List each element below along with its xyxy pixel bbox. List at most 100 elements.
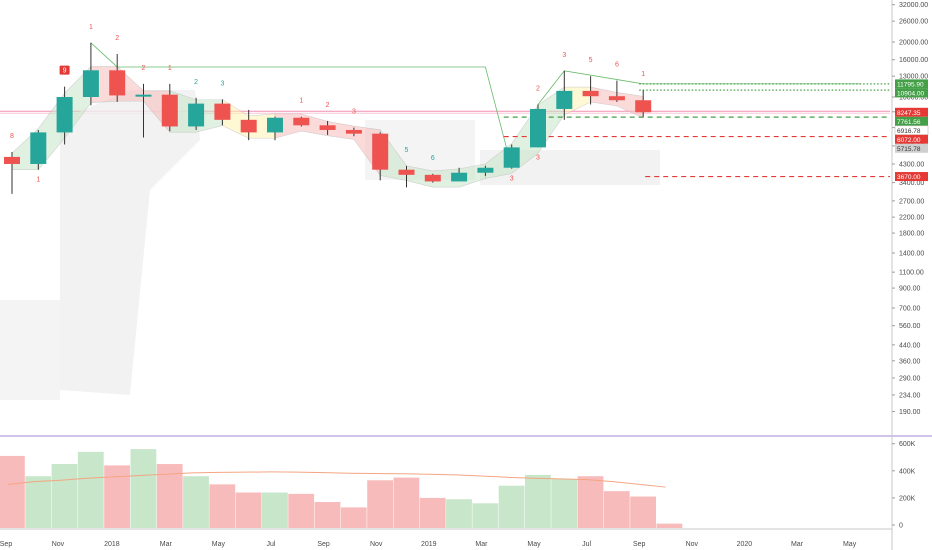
candle-body bbox=[135, 94, 152, 97]
candle-body bbox=[608, 96, 625, 101]
candle bbox=[398, 165, 415, 188]
volume-bar bbox=[104, 465, 130, 528]
time-tick-label: 2018 bbox=[104, 541, 120, 548]
candle-body bbox=[477, 167, 494, 173]
time-tick-label: Jul bbox=[582, 541, 591, 548]
volume-bar bbox=[0, 455, 25, 528]
volume-bar bbox=[525, 474, 551, 528]
count-label: 2 bbox=[115, 35, 119, 42]
price-tag: 5715.78 bbox=[895, 143, 928, 153]
count-label: 6 bbox=[615, 62, 619, 69]
volume-bar bbox=[288, 493, 315, 528]
candle-body bbox=[293, 117, 310, 126]
volume-bar bbox=[551, 478, 578, 528]
time-tick-label: Jul bbox=[267, 541, 276, 548]
time-axis[interactable]: Sep Nov 2018 Mar May Jul Sep Nov 2019 Mar May Jul Se… bbox=[0, 541, 857, 548]
count-label: 3 bbox=[536, 154, 540, 161]
count-label: 2 bbox=[536, 85, 540, 92]
volume-bar bbox=[314, 501, 341, 528]
candle-body bbox=[424, 174, 441, 182]
volume-bar bbox=[419, 497, 446, 528]
candle bbox=[451, 167, 468, 182]
price-tags: 11795.90 10904.00 8247.35 7761.56 6916.78 607… bbox=[894, 79, 929, 182]
volume-tick-label: 0 bbox=[899, 523, 903, 530]
volume-bar bbox=[340, 507, 367, 528]
candle bbox=[82, 42, 99, 106]
price-tag: 7761.56 bbox=[895, 116, 928, 126]
price-tick-label: 700.00 bbox=[899, 306, 921, 313]
volume-tick-label: 400K bbox=[899, 468, 916, 475]
volume-pane bbox=[0, 449, 683, 528]
volume-bar bbox=[262, 492, 288, 528]
candle-body bbox=[56, 97, 73, 133]
price-tick-label: 16000.00 bbox=[899, 57, 928, 64]
time-tick-label: Mar bbox=[160, 541, 173, 548]
time-tick-label: Nov bbox=[52, 541, 65, 548]
candle bbox=[161, 83, 178, 132]
time-tick-label: 2019 bbox=[421, 541, 437, 548]
candle bbox=[372, 132, 389, 181]
count-label: 1 bbox=[36, 177, 40, 184]
candle bbox=[424, 173, 441, 183]
volume-bar bbox=[393, 477, 420, 528]
time-tick-label: 2020 bbox=[737, 541, 753, 548]
volume-bar bbox=[577, 476, 604, 528]
price-tag: 8247.35 bbox=[895, 107, 928, 117]
candle bbox=[345, 127, 362, 137]
time-tick-label: Nov bbox=[370, 541, 383, 548]
candle-body bbox=[582, 90, 599, 97]
volume-moving-average bbox=[7, 471, 666, 488]
candle bbox=[109, 53, 126, 102]
volume-bar bbox=[51, 464, 78, 528]
count-label: 1 bbox=[89, 24, 93, 31]
volume-bar bbox=[130, 449, 157, 528]
candle bbox=[503, 144, 520, 169]
price-tick-label: 2200.00 bbox=[899, 215, 924, 222]
count-label: 6 bbox=[431, 155, 435, 162]
count-label: 3 bbox=[510, 176, 514, 183]
candle-body bbox=[345, 129, 362, 134]
volume-bar bbox=[498, 485, 525, 528]
count-label: 1 bbox=[168, 65, 172, 72]
price-tick-label: 26000.00 bbox=[899, 19, 928, 26]
price-tag-box bbox=[895, 172, 928, 182]
price-tag-label: 5715.78 bbox=[897, 146, 921, 153]
candle bbox=[214, 99, 231, 126]
volume-axis[interactable]: 0 200K 400K 600K bbox=[892, 441, 916, 530]
volume-bar bbox=[25, 476, 52, 528]
volume-tick-label: 200K bbox=[899, 495, 916, 502]
price-tick-label: 13000.00 bbox=[899, 74, 928, 81]
price-tag-label: 7761.56 bbox=[897, 119, 921, 126]
watermark-shape bbox=[60, 90, 200, 395]
price-tick-label: 1100.00 bbox=[899, 270, 924, 277]
candle-body bbox=[82, 70, 99, 97]
volume-bar bbox=[446, 499, 472, 528]
candle-body bbox=[4, 156, 20, 164]
price-tick-label: 560.00 bbox=[899, 323, 921, 330]
count-label: 1 bbox=[299, 98, 303, 105]
price-tag: 10904.00 bbox=[895, 88, 928, 98]
candle bbox=[56, 86, 73, 145]
candle bbox=[30, 129, 47, 170]
price-tag: 11795.90 bbox=[895, 79, 928, 89]
volume-bar bbox=[630, 496, 656, 528]
price-tick-label: 32000.00 bbox=[899, 2, 928, 9]
price-tag-label: 3670.00 bbox=[897, 174, 921, 181]
price-tick-label: 2700.00 bbox=[899, 198, 924, 205]
price-tick-label: 440.00 bbox=[899, 342, 921, 349]
candle bbox=[582, 76, 599, 105]
volume-bar bbox=[235, 492, 262, 528]
price-tag: 3670.00 bbox=[895, 172, 928, 182]
watermark-shape bbox=[0, 300, 60, 400]
count-annotations: 8 1 9 1 2 2 1 2 3 1 2 3 5 6 3 2 3 3 5 6 1 bbox=[10, 24, 645, 184]
count-label: 1 bbox=[641, 71, 645, 78]
price-tag-label: 10904.00 bbox=[897, 90, 924, 97]
candle bbox=[188, 97, 205, 130]
candle-body bbox=[556, 90, 573, 109]
candle-body bbox=[635, 100, 652, 113]
time-tick-label: Mar bbox=[791, 541, 804, 548]
price-tick-label: 10000.00 bbox=[899, 95, 928, 102]
candle bbox=[530, 104, 546, 148]
candle bbox=[4, 152, 20, 194]
candle bbox=[240, 109, 257, 141]
